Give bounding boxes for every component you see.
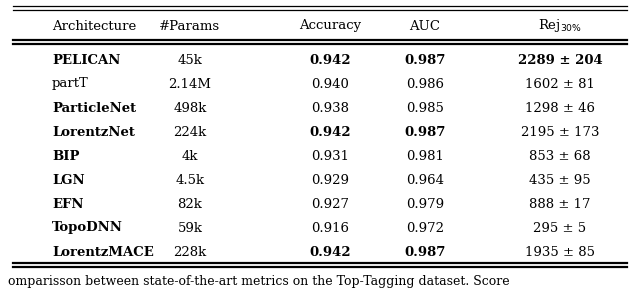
- Text: 0.942: 0.942: [309, 126, 351, 138]
- Text: 853 ± 68: 853 ± 68: [529, 150, 591, 162]
- Text: 435 ± 95: 435 ± 95: [529, 173, 591, 187]
- Text: 0.916: 0.916: [311, 222, 349, 234]
- Text: 0.942: 0.942: [309, 54, 351, 66]
- Text: 2.14M: 2.14M: [168, 77, 211, 91]
- Text: 295 ± 5: 295 ± 5: [533, 222, 587, 234]
- Text: 0.942: 0.942: [309, 245, 351, 259]
- Text: 82k: 82k: [177, 198, 202, 210]
- Text: Accuracy: Accuracy: [299, 19, 361, 33]
- Text: 0.972: 0.972: [406, 222, 444, 234]
- Text: ParticleNet: ParticleNet: [52, 101, 136, 115]
- Text: Architecture: Architecture: [52, 19, 136, 33]
- Text: 0.986: 0.986: [406, 77, 444, 91]
- Text: LorentzNet: LorentzNet: [52, 126, 135, 138]
- Text: omparisson between state-of-the-art metrics on the Top-Tagging dataset. Score: omparisson between state-of-the-art metr…: [8, 275, 509, 289]
- Text: 0.940: 0.940: [311, 77, 349, 91]
- Text: 0.981: 0.981: [406, 150, 444, 162]
- Text: 1298 ± 46: 1298 ± 46: [525, 101, 595, 115]
- Text: 224k: 224k: [173, 126, 207, 138]
- Text: 4k: 4k: [182, 150, 198, 162]
- Text: 0.938: 0.938: [311, 101, 349, 115]
- Text: 0.987: 0.987: [404, 126, 445, 138]
- Text: 0.985: 0.985: [406, 101, 444, 115]
- Text: TopoDNN: TopoDNN: [52, 222, 123, 234]
- Text: partT: partT: [52, 77, 89, 91]
- Text: EFN: EFN: [52, 198, 83, 210]
- Text: 498k: 498k: [173, 101, 207, 115]
- Text: #Params: #Params: [159, 19, 221, 33]
- Text: LorentzMACE: LorentzMACE: [52, 245, 154, 259]
- Text: LGN: LGN: [52, 173, 84, 187]
- Text: 2195 ± 173: 2195 ± 173: [521, 126, 599, 138]
- Text: 1935 ± 85: 1935 ± 85: [525, 245, 595, 259]
- Text: Rej$_{30\%}$: Rej$_{30\%}$: [538, 18, 582, 34]
- Text: PELICAN: PELICAN: [52, 54, 120, 66]
- Text: 0.987: 0.987: [404, 245, 445, 259]
- Text: 4.5k: 4.5k: [175, 173, 205, 187]
- Text: 1602 ± 81: 1602 ± 81: [525, 77, 595, 91]
- Text: 0.987: 0.987: [404, 54, 445, 66]
- Text: 0.979: 0.979: [406, 198, 444, 210]
- Text: 0.931: 0.931: [311, 150, 349, 162]
- Text: AUC: AUC: [410, 19, 440, 33]
- Text: 888 ± 17: 888 ± 17: [529, 198, 591, 210]
- Text: 45k: 45k: [177, 54, 202, 66]
- Text: 2289 ± 204: 2289 ± 204: [518, 54, 602, 66]
- Text: 228k: 228k: [173, 245, 207, 259]
- Text: 0.927: 0.927: [311, 198, 349, 210]
- Text: 0.964: 0.964: [406, 173, 444, 187]
- Text: 0.929: 0.929: [311, 173, 349, 187]
- Text: BIP: BIP: [52, 150, 79, 162]
- Text: 59k: 59k: [177, 222, 202, 234]
